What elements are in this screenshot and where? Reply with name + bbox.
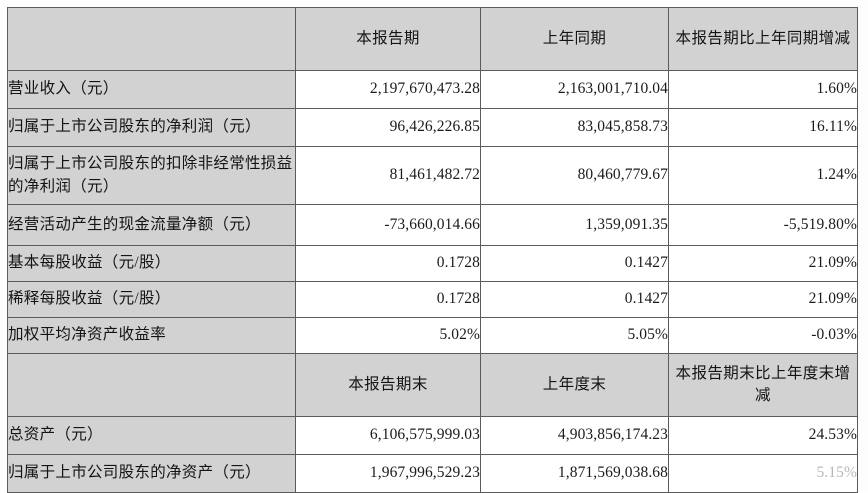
value-operating-cash-flow-previous: 1,359,091.35 xyxy=(480,204,669,246)
value-net-profit-change: 16.11% xyxy=(668,108,858,147)
value-basic-eps-current: 0.1728 xyxy=(295,245,481,282)
financial-summary-table: 本报告期 上年同期 本报告期比上年同期增减 营业收入（元） 2,197,670,… xyxy=(7,7,858,493)
value-deducted-net-profit-change: 1.24% xyxy=(668,146,858,205)
table-row: 经营活动产生的现金流量净额（元） -73,660,014.66 1,359,09… xyxy=(7,204,858,246)
header-period-end-change: 本报告期末比上年度末增减 xyxy=(668,353,858,417)
row-label-operating-cash-flow: 经营活动产生的现金流量净额（元） xyxy=(7,204,296,246)
row-label-net-profit: 归属于上市公司股东的净利润（元） xyxy=(7,108,296,147)
row-label-diluted-eps: 稀释每股收益（元/股） xyxy=(7,281,296,318)
value-net-profit-current: 96,426,226.85 xyxy=(295,108,481,147)
value-weighted-roe-previous: 5.05% xyxy=(480,317,669,354)
value-diluted-eps-previous: 0.1427 xyxy=(480,281,669,318)
value-diluted-eps-current: 0.1728 xyxy=(295,281,481,318)
value-net-assets-current: 1,967,996,529.23 xyxy=(295,454,481,493)
row-label-basic-eps: 基本每股收益（元/股） xyxy=(7,245,296,282)
value-total-assets-change: 24.53% xyxy=(668,416,858,455)
row-label-net-assets: 归属于上市公司股东的净资产（元） xyxy=(7,454,296,493)
value-operating-revenue-current: 2,197,670,473.28 xyxy=(295,70,481,109)
header-same-period-last-year: 上年同期 xyxy=(480,7,669,71)
value-basic-eps-change: 21.09% xyxy=(668,245,858,282)
value-net-profit-previous: 83,045,858.73 xyxy=(480,108,669,147)
row-label-operating-revenue: 营业收入（元） xyxy=(7,70,296,109)
table-row: 基本每股收益（元/股） 0.1728 0.1427 21.09% xyxy=(7,245,858,282)
header-current-period: 本报告期 xyxy=(295,7,481,71)
header-current-period-end: 本报告期末 xyxy=(295,353,481,417)
section-one-header-row: 本报告期 上年同期 本报告期比上年同期增减 xyxy=(7,7,858,71)
value-basic-eps-previous: 0.1427 xyxy=(480,245,669,282)
header-cell-blank xyxy=(7,7,296,71)
table-row: 稀释每股收益（元/股） 0.1728 0.1427 21.09% xyxy=(7,281,858,318)
value-total-assets-current: 6,106,575,999.03 xyxy=(295,416,481,455)
value-net-assets-change: 5.15% xyxy=(668,454,858,493)
value-deducted-net-profit-previous: 80,460,779.67 xyxy=(480,146,669,205)
value-deducted-net-profit-current: 81,461,482.72 xyxy=(295,146,481,205)
value-total-assets-previous: 4,903,856,174.23 xyxy=(480,416,669,455)
row-label-total-assets: 总资产（元） xyxy=(7,416,296,455)
table-row: 加权平均净资产收益率 5.02% 5.05% -0.03% xyxy=(7,317,858,354)
table-row: 归属于上市公司股东的扣除非经常性损益的净利润（元） 81,461,482.72 … xyxy=(7,146,858,205)
header-yoy-change: 本报告期比上年同期增减 xyxy=(668,7,858,71)
table-row: 归属于上市公司股东的净利润（元） 96,426,226.85 83,045,85… xyxy=(7,108,858,147)
row-label-weighted-roe: 加权平均净资产收益率 xyxy=(7,317,296,354)
section-two-header-row: 本报告期末 上年度末 本报告期末比上年度末增减 xyxy=(7,353,858,417)
table-row: 营业收入（元） 2,197,670,473.28 2,163,001,710.0… xyxy=(7,70,858,109)
table-row: 归属于上市公司股东的净资产（元） 1,967,996,529.23 1,871,… xyxy=(7,454,858,493)
value-weighted-roe-current: 5.02% xyxy=(295,317,481,354)
value-weighted-roe-change: -0.03% xyxy=(668,317,858,354)
value-operating-cash-flow-current: -73,660,014.66 xyxy=(295,204,481,246)
value-operating-revenue-previous: 2,163,001,710.04 xyxy=(480,70,669,109)
value-net-assets-previous: 1,871,569,038.68 xyxy=(480,454,669,493)
value-operating-revenue-change: 1.60% xyxy=(668,70,858,109)
header-cell-blank-two xyxy=(7,353,296,417)
row-label-deducted-net-profit: 归属于上市公司股东的扣除非经常性损益的净利润（元） xyxy=(7,146,296,205)
table-row: 总资产（元） 6,106,575,999.03 4,903,856,174.23… xyxy=(7,416,858,455)
value-diluted-eps-change: 21.09% xyxy=(668,281,858,318)
header-last-year-end: 上年度末 xyxy=(480,353,669,417)
value-operating-cash-flow-change: -5,519.80% xyxy=(668,204,858,246)
